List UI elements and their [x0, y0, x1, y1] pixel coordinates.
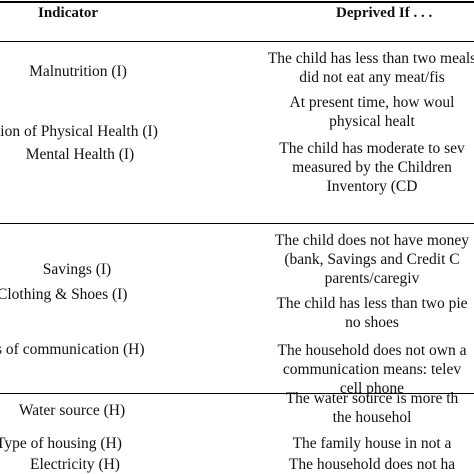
deprived-line: The child has moderate to sev	[279, 140, 465, 157]
deprived-line: The child has less than two meals	[267, 50, 474, 67]
deprived-line: The household does not own a	[277, 342, 467, 359]
deprived-cell: The child has less than two pie no shoes	[222, 294, 474, 332]
deprived-line: did not eat any meat/fis	[299, 69, 445, 86]
deprived-line: cell phone	[339, 380, 405, 397]
deprived-line: physical healt	[329, 113, 415, 130]
deprived-cell: The water source is more th the househol	[222, 389, 474, 427]
deprived-line: parents/caregiv	[324, 270, 420, 287]
deprived-line: The child has less than two pie	[276, 295, 468, 312]
indicator-cell: Savings (I)	[42, 261, 112, 278]
indicator-cell: Malnutrition (I)	[29, 63, 127, 80]
deprived-line: At present time, how woul	[289, 94, 455, 111]
deprived-cell: At present time, how woul physical healt	[222, 93, 474, 131]
indicator-cell: tion of Physical Health (I)	[0, 123, 158, 140]
table-top-rule	[0, 1, 474, 3]
header-rule	[0, 41, 474, 42]
deprived-line: Inventory (CD	[326, 178, 418, 195]
indicator-cell: Electricity (H)	[30, 456, 120, 473]
indicator-cell: Water source (H)	[18, 402, 126, 419]
indicator-cell: s of communication (H)	[0, 341, 145, 358]
group-divider-rule	[0, 393, 474, 394]
deprived-cell: The household does not own a communicati…	[222, 341, 474, 398]
deprived-line: The child does not have money	[274, 232, 470, 249]
group-divider-rule	[0, 223, 474, 224]
deprived-cell: The child does not have money (bank, Sav…	[222, 231, 474, 288]
deprived-line: (bank, Savings and Credit C	[284, 251, 460, 268]
deprived-line: The water source is more th	[285, 390, 459, 407]
indicator-cell: Type of housing (H)	[0, 435, 122, 452]
deprived-line: communication means: telev	[282, 361, 462, 378]
deprived-cell: The household does not ha	[222, 455, 474, 474]
indicator-cell: Mental Health (I)	[25, 146, 135, 163]
column-header-indicator: Indicator	[38, 5, 98, 21]
deprived-line: measured by the Children	[292, 159, 452, 176]
deprived-line: The household does not ha	[288, 456, 456, 473]
deprived-cell: The child has moderate to sev measured b…	[222, 139, 474, 196]
deprived-line: no shoes	[345, 314, 399, 331]
column-header-deprived-if: Deprived If . . .	[336, 5, 433, 21]
deprived-cell: The child has less than two meals did no…	[222, 49, 474, 87]
indicator-cell: Clothing & Shoes (I)	[0, 286, 128, 303]
deprived-line: The family house in not a	[292, 435, 452, 452]
deprived-cell: The family house in not a	[222, 434, 474, 453]
deprived-line: the househol	[332, 409, 412, 426]
